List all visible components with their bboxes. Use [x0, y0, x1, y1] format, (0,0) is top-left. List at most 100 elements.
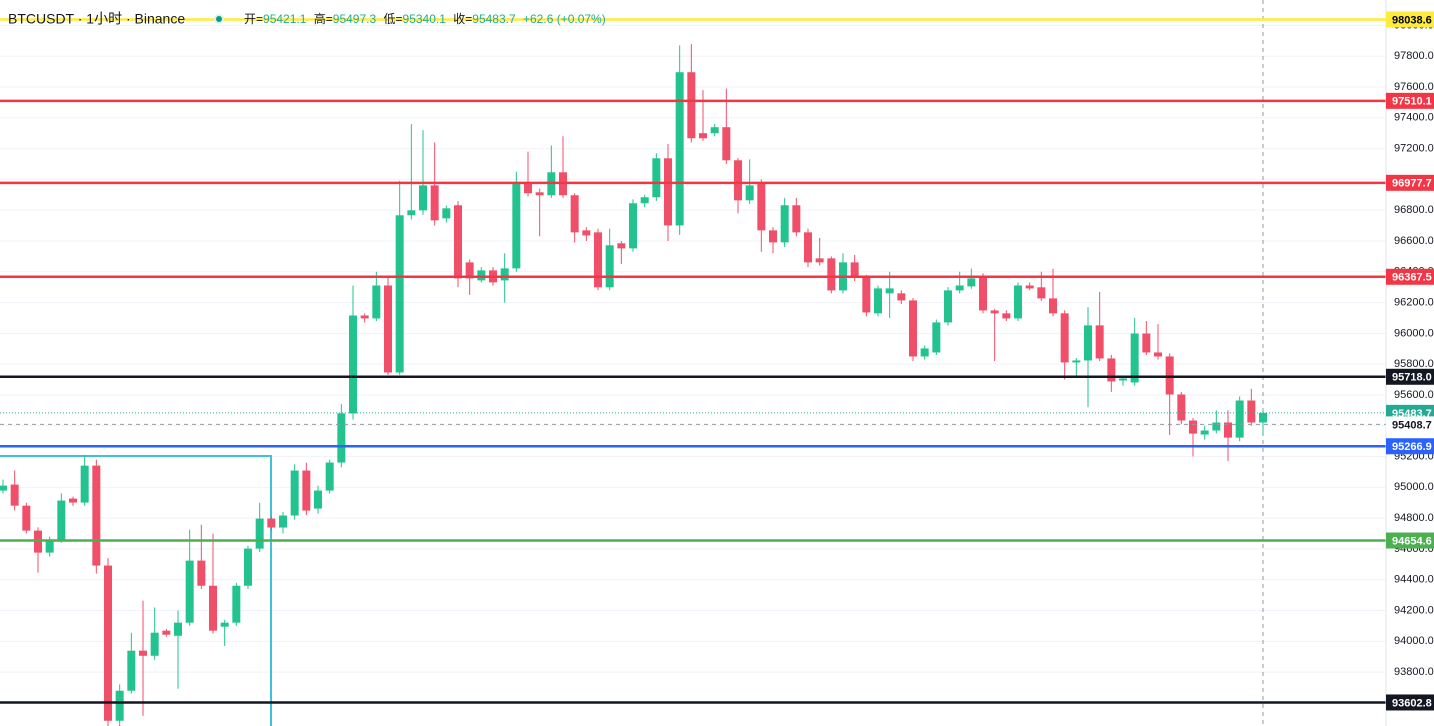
- candle-body: [1072, 360, 1081, 363]
- ohlc-label: 收=: [453, 12, 472, 26]
- candle-body: [955, 285, 964, 291]
- candle-body: [45, 540, 54, 553]
- candle-body: [454, 205, 462, 279]
- candle-body: [1014, 285, 1022, 319]
- symbol: BTCUSDT · 1小时 · Binance: [8, 11, 185, 27]
- y-tick-label: 96000.0: [1394, 327, 1434, 339]
- price-label-bg: [1386, 174, 1434, 191]
- price-label-bg: [1386, 368, 1434, 385]
- candle-body: [1130, 333, 1139, 383]
- candle-body: [804, 232, 812, 263]
- candles: [0, 43, 1267, 726]
- y-tick-label: 97600.0: [1394, 81, 1434, 93]
- candle-body: [244, 548, 252, 586]
- candle-body: [909, 300, 917, 357]
- candle-body: [769, 230, 777, 243]
- candle-body: [162, 630, 171, 635]
- candle-body: [395, 215, 404, 373]
- candle-body: [757, 183, 766, 231]
- y-tick-label: 94200.0: [1394, 604, 1434, 616]
- candle-body: [1142, 333, 1151, 353]
- candle-body: [862, 277, 871, 313]
- price-label: 97510.1: [1392, 96, 1432, 108]
- candle-body: [1247, 400, 1256, 423]
- candle-body: [944, 290, 952, 323]
- candle-body: [1189, 420, 1197, 434]
- candle-body: [372, 285, 381, 319]
- candle-body: [197, 560, 206, 586]
- candle-body: [290, 470, 299, 516]
- ohlc-label: 高=: [314, 11, 333, 26]
- candle-body: [582, 230, 591, 236]
- candle-body: [1084, 325, 1092, 361]
- candle-body: [384, 285, 392, 373]
- candle-body: [325, 462, 334, 491]
- y-tick-label: 96200.0: [1394, 296, 1434, 308]
- candle-body: [792, 205, 801, 233]
- candle-body: [1025, 285, 1034, 289]
- candle-body: [1002, 313, 1011, 319]
- candle-body: [419, 185, 427, 211]
- price-label-bg: [1386, 438, 1434, 455]
- price-label-bg: [1386, 694, 1434, 711]
- candle-body: [209, 585, 217, 631]
- candle-body: [139, 650, 147, 656]
- candle-body: [1165, 356, 1174, 395]
- candle-body: [745, 185, 754, 201]
- price-label: 95266.9: [1392, 441, 1432, 453]
- candle-body: [617, 243, 626, 249]
- price-label: 95408.7: [1392, 419, 1432, 431]
- candle-body: [349, 315, 357, 414]
- candle-body: [640, 197, 649, 204]
- ohlc-value: 95483.7: [472, 12, 516, 26]
- candle-body: [430, 185, 439, 221]
- price-label-bg: [1386, 92, 1434, 109]
- horizontal-lines: [0, 18, 1386, 704]
- candle-body: [1049, 298, 1057, 314]
- candle-body: [442, 208, 451, 219]
- y-tick-label: 97400.0: [1394, 112, 1434, 124]
- candle-body: [722, 127, 731, 161]
- candle-body: [827, 258, 836, 291]
- candle-body: [652, 158, 661, 198]
- candle-body: [1235, 400, 1244, 438]
- candle-body: [314, 490, 322, 509]
- candle-body: [815, 258, 824, 263]
- candle-body: [80, 465, 89, 503]
- price-label: 96367.5: [1392, 272, 1432, 284]
- y-tick-label: 96800.0: [1394, 204, 1434, 216]
- candle-body: [675, 72, 684, 226]
- y-tick-label: 94400.0: [1394, 574, 1434, 586]
- candle-body: [1119, 378, 1127, 381]
- candle-body: [0, 485, 7, 491]
- candle-body: [990, 310, 999, 314]
- candle-body: [1107, 358, 1116, 382]
- y-tick-label: 94800.0: [1394, 512, 1434, 524]
- candle-body: [337, 413, 346, 463]
- candle-body: [267, 518, 276, 528]
- ohlc-legend: 开=95421.1 高=95497.3 低=95340.1 收=95483.7 …: [244, 11, 606, 26]
- line-labels: 98038.697510.196977.796367.595718.095483…: [1386, 11, 1434, 711]
- candle-body: [512, 183, 521, 269]
- candle-body: [524, 183, 532, 194]
- price-label-bg: [1386, 532, 1434, 549]
- candle-body: [477, 270, 486, 281]
- candle-body: [885, 288, 894, 294]
- price-label: 93602.8: [1392, 697, 1432, 709]
- candle-body: [594, 232, 602, 288]
- candle-body: [687, 72, 696, 139]
- ohlc-value: 95497.3: [333, 12, 377, 26]
- candle-body: [780, 205, 789, 243]
- candle-body: [279, 515, 287, 528]
- ohlc-label: 低=: [384, 12, 403, 26]
- candle-body: [92, 465, 101, 566]
- candle-body: [920, 348, 929, 357]
- y-tick-label: 97800.0: [1394, 50, 1434, 62]
- candle-body: [174, 622, 182, 636]
- candle-body: [465, 262, 474, 279]
- candle-body: [1259, 412, 1267, 423]
- candle-body: [1212, 422, 1221, 431]
- y-tick-label: 94000.0: [1394, 635, 1434, 647]
- box-drawing: [0, 455, 272, 726]
